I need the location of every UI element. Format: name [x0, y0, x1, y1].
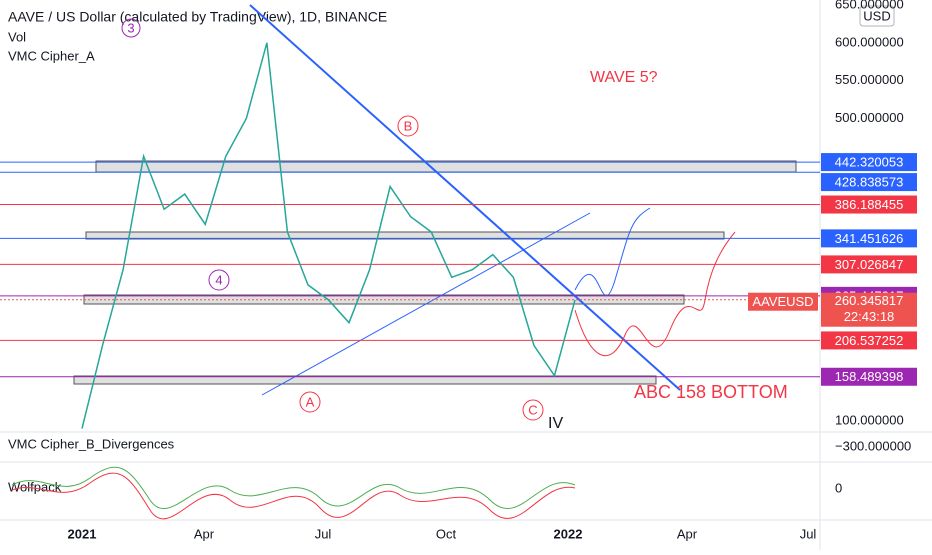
trendline	[249, 4, 681, 391]
annotation: B	[404, 118, 413, 133]
price-tick-label: 650.000000	[835, 0, 904, 11]
wave-circle	[522, 399, 544, 421]
time-label: Jul	[315, 526, 332, 541]
price-tick-label: 100.000000	[835, 412, 904, 427]
time-label: 2022	[554, 526, 583, 541]
trendline	[261, 212, 591, 396]
countdown: 22:43:18	[844, 309, 895, 324]
wave-circle	[121, 18, 141, 38]
projection	[574, 231, 736, 357]
annotation: ABC 158 BOTTOM	[634, 382, 788, 402]
oscillator	[11, 466, 576, 509]
level-label: 341.451626	[835, 231, 904, 246]
indicator: VMC Cipher_A	[8, 48, 95, 63]
last-tag	[821, 292, 917, 327]
time-label: Apr	[677, 526, 698, 541]
price-line	[81, 42, 576, 429]
indicator: Vol	[8, 29, 26, 44]
level-label: 386.188455	[835, 197, 904, 212]
oscillator	[11, 472, 576, 520]
level-tag	[821, 229, 917, 248]
wave-circle	[397, 115, 419, 137]
symbol-tag	[748, 292, 818, 311]
zone	[85, 231, 725, 240]
level-tag	[821, 195, 917, 214]
price-tick-label: 550.000000	[835, 72, 904, 87]
level-label: 158.489398	[835, 369, 904, 384]
zone	[95, 160, 797, 173]
level-tag	[821, 153, 917, 172]
time-label: Apr	[194, 526, 215, 541]
pane-tick: 0	[835, 480, 842, 495]
symbol: AAVEUSD	[752, 294, 813, 309]
level-tag	[821, 331, 917, 350]
price-tick-label: 600.000000	[835, 34, 904, 49]
projection	[574, 207, 651, 296]
last-label: 260.345817	[835, 293, 904, 308]
annotation: 3	[127, 20, 134, 35]
title: AAVE / US Dollar (calculated by TradingV…	[8, 9, 387, 25]
level-tag	[821, 255, 917, 274]
pane-title: VMC Cipher_B_Divergences	[8, 436, 175, 451]
zone	[73, 375, 657, 385]
currency[interactable]: USD	[863, 8, 890, 23]
price-tick-label: 500.000000	[835, 110, 904, 125]
pane-tick: −300.000000	[835, 438, 911, 453]
wave-circle	[208, 269, 230, 291]
time-label: Oct	[436, 526, 457, 541]
wave-circle	[299, 391, 321, 413]
level-label: 442.320053	[835, 155, 904, 170]
currency-button[interactable]	[859, 5, 895, 27]
annotation: WAVE 5?	[590, 69, 658, 86]
level-tag	[821, 367, 917, 386]
time-label: 2021	[68, 526, 97, 541]
pane-title: Wolfpack	[8, 479, 62, 494]
annotation: IV	[548, 415, 563, 432]
annotation: C	[528, 402, 537, 417]
time-label: Jul	[800, 526, 817, 541]
level-label: 428.838573	[835, 175, 904, 190]
level-label: 206.537252	[835, 333, 904, 348]
level-label: 307.026847	[835, 257, 904, 272]
annotation: 4	[215, 272, 222, 287]
annotation: A	[306, 394, 315, 409]
level-tag	[821, 173, 917, 192]
